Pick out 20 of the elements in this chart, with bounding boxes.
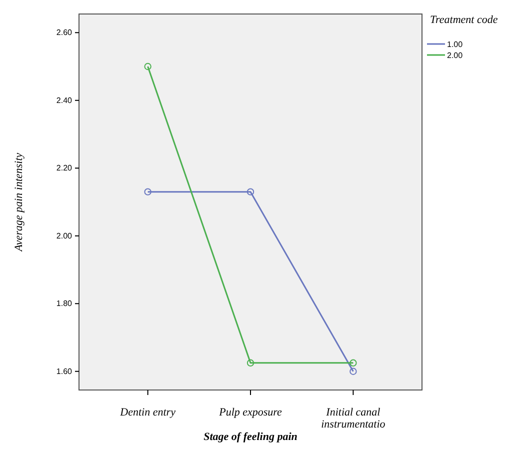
point bbox=[246, 359, 254, 366]
y-tick-label: 1.60 bbox=[56, 366, 73, 376]
legend-title: Treatment code bbox=[430, 14, 498, 26]
point bbox=[350, 359, 357, 366]
legend-label: 2.00 bbox=[447, 51, 464, 60]
x-tick-label: Pulp exposure bbox=[218, 406, 282, 419]
point bbox=[144, 62, 152, 70]
x-tick-label: Initial canal instrumentatio bbox=[321, 406, 386, 431]
x-tick-label: Dentin entry bbox=[119, 406, 176, 419]
y-axis-title: Average pain intensity bbox=[13, 152, 25, 252]
point bbox=[144, 188, 152, 196]
point bbox=[350, 368, 357, 375]
y-tick-label: 2.60 bbox=[56, 28, 73, 38]
y-tick-label: 2.40 bbox=[56, 96, 73, 105]
y-tick-label: 2.00 bbox=[56, 231, 73, 240]
y-tick-label: 1.80 bbox=[56, 299, 73, 308]
point bbox=[246, 188, 254, 196]
y-tick-label: 2.20 bbox=[56, 164, 73, 173]
legend-label: 1.00 bbox=[447, 40, 464, 49]
x-axis-title: Stage of feeling pain bbox=[204, 431, 298, 443]
